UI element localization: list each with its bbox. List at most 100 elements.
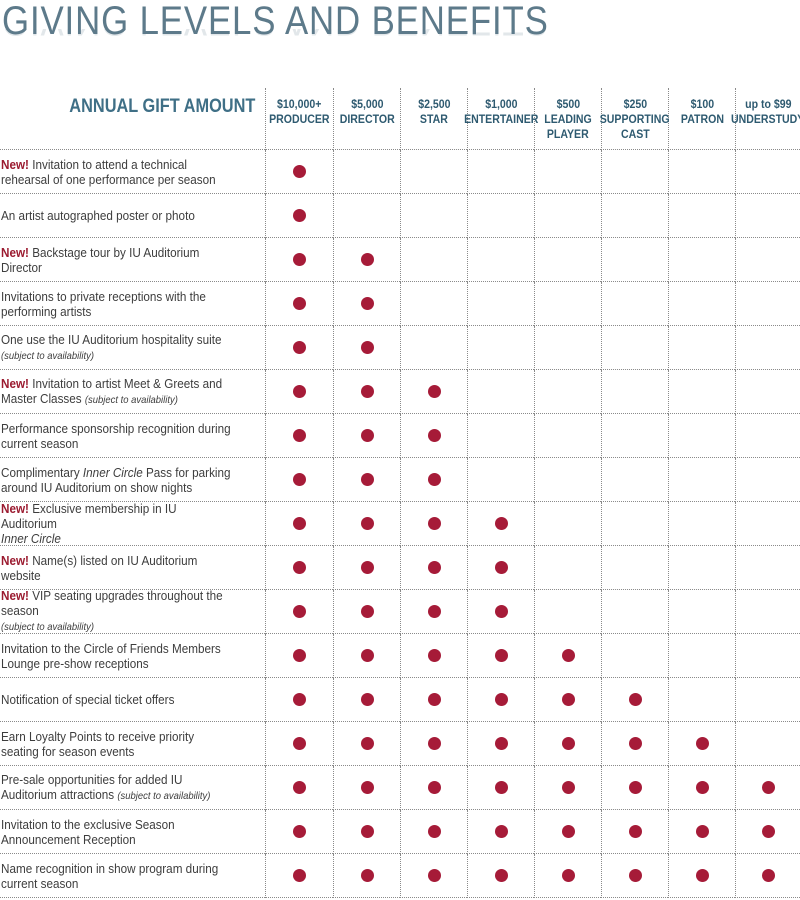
benefit-cell — [534, 678, 601, 722]
benefit-label: Invitation to the Circle of Friends Memb… — [0, 634, 265, 678]
availability-note: (subject to availability) — [117, 789, 211, 802]
benefit-cell — [668, 282, 735, 326]
benefit-text: Pre-sale opportunities for added IU Audi… — [1, 772, 235, 804]
benefit-part: Invitation to artist Meet & Greets and M… — [1, 375, 223, 406]
benefit-text: Name recognition in show program during … — [1, 861, 235, 891]
benefit-part: Complimentary — [1, 464, 83, 480]
benefit-cell — [333, 414, 400, 458]
level-amount: $5,000 — [350, 97, 384, 111]
benefit-dot — [427, 473, 441, 486]
benefit-dot — [293, 473, 306, 486]
benefit-cell — [534, 282, 601, 326]
benefit-part: Pass for parking around IU Auditorium on… — [1, 464, 231, 495]
benefit-dot — [494, 781, 508, 794]
benefit-dot — [293, 737, 306, 750]
benefit-cell — [400, 326, 467, 370]
new-badge: New! — [1, 552, 29, 568]
benefit-dot — [494, 693, 508, 706]
benefit-dot — [293, 209, 306, 222]
benefit-part: VIP seating upgrades throughout the seas… — [1, 588, 223, 618]
benefit-cell — [735, 678, 800, 722]
benefit-cell — [668, 810, 735, 854]
benefit-dot — [427, 825, 441, 838]
benefit-cell — [467, 590, 534, 634]
benefit-cell — [467, 414, 534, 458]
benefit-cell — [400, 370, 467, 414]
benefit-cell — [534, 766, 601, 810]
benefit-cell — [601, 502, 668, 546]
benefit-part: Exclusive membership in IU Auditorium — [1, 501, 177, 531]
benefits-table: ANNUAL GIFT AMOUNT $10,000+ PRODUCER $5,00… — [0, 88, 800, 898]
benefit-cell — [400, 634, 467, 678]
benefit-label: Performance sponsorship recognition duri… — [0, 414, 265, 458]
benefit-dot — [427, 781, 441, 794]
title-block: GIVING LEVELS AND BENEFITS GIVING LEVELS… — [0, 0, 800, 60]
benefit-cell — [400, 590, 467, 634]
benefit-text: New! VIP seating upgrades throughout the… — [1, 588, 235, 635]
benefit-cell — [265, 282, 333, 326]
benefit-cell — [333, 854, 400, 898]
level-header: $10,000+ PRODUCER — [265, 88, 333, 150]
benefit-cell — [534, 634, 601, 678]
benefit-dot — [561, 825, 575, 838]
new-badge: New! — [1, 244, 29, 260]
benefit-part: Invitation to the exclusive Season Annou… — [1, 816, 175, 847]
benefit-cell — [668, 458, 735, 502]
gift-amount-header: ANNUAL GIFT AMOUNT — [0, 88, 265, 150]
benefit-dot — [561, 693, 575, 706]
benefit-dot — [561, 737, 575, 750]
benefit-part: Name(s) listed on IU Auditorium website — [1, 552, 198, 583]
level-name: UNDERSTUDY — [731, 112, 800, 126]
availability-note: (subject to availability) — [1, 621, 94, 633]
benefit-cell — [333, 722, 400, 766]
benefit-dot — [293, 605, 306, 618]
benefit-dot — [427, 605, 441, 618]
level-name: CAST — [620, 127, 650, 141]
benefit-cell — [400, 854, 467, 898]
new-badge: New! — [1, 588, 29, 603]
benefit-dot — [360, 429, 374, 442]
level-name: SUPPORTING — [600, 112, 670, 126]
benefit-dot — [293, 341, 306, 354]
level-amount: $1,000 — [484, 97, 518, 111]
benefit-label: New! Invitation to attend a technical re… — [0, 150, 265, 194]
benefit-part: Notification of special ticket offers — [1, 692, 175, 707]
benefit-cell — [735, 810, 800, 854]
benefit-cell — [534, 326, 601, 370]
benefit-cell — [467, 150, 534, 194]
benefit-cell — [265, 678, 333, 722]
benefit-label: New! Backstage tour by IU Auditorium Dir… — [0, 238, 265, 282]
benefit-cell — [534, 546, 601, 590]
benefit-dot — [293, 825, 306, 838]
benefit-cell — [601, 458, 668, 502]
benefit-cell — [265, 458, 333, 502]
level-name: PLAYER — [547, 127, 589, 141]
benefit-cell — [467, 282, 534, 326]
benefit-dot — [360, 517, 374, 530]
benefit-dot — [293, 253, 306, 266]
benefit-text: An artist autographed poster or photo — [1, 208, 235, 223]
level-name: PATRON — [680, 112, 724, 126]
benefit-cell — [534, 414, 601, 458]
benefit-cell — [534, 722, 601, 766]
benefit-cell — [668, 590, 735, 634]
benefit-text: Earn Loyalty Points to receive priority … — [1, 729, 235, 759]
benefit-cell — [735, 414, 800, 458]
benefit-text: One use the IU Auditorium hospitality su… — [1, 332, 235, 364]
benefit-cell — [467, 458, 534, 502]
benefit-dot — [360, 693, 374, 706]
benefit-cell — [333, 678, 400, 722]
level-header: $1,000 ENTERTAINER — [464, 88, 538, 150]
benefit-cell — [668, 194, 735, 238]
benefit-dot — [761, 781, 775, 794]
benefit-cell — [534, 194, 601, 238]
benefit-dot — [628, 825, 642, 838]
benefit-cell — [735, 502, 800, 546]
benefit-part: Name recognition in show program during … — [1, 860, 219, 891]
benefit-cell — [400, 282, 467, 326]
benefit-dot — [628, 693, 642, 706]
benefit-cell — [467, 238, 534, 282]
benefit-cell — [265, 854, 333, 898]
level-amount: $10,000+ — [277, 97, 322, 111]
benefit-cell — [534, 854, 601, 898]
